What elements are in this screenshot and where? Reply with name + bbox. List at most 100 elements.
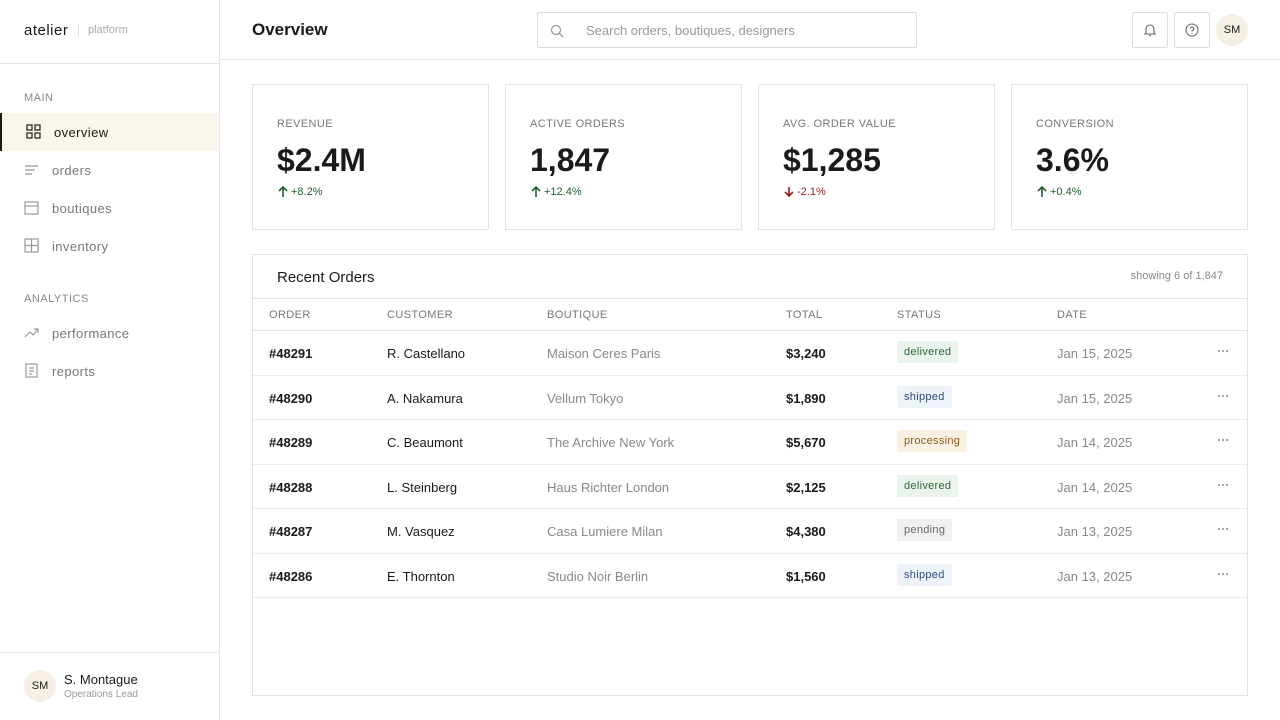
status-badge: delivered bbox=[897, 341, 959, 363]
cell: #48286 bbox=[269, 568, 313, 584]
user-role: Operations Lead bbox=[64, 689, 138, 700]
search-icon bbox=[550, 24, 564, 38]
trend-arrow bbox=[278, 186, 288, 197]
cell: #48288 bbox=[269, 479, 313, 495]
cell: Jan 13, 2025 bbox=[1057, 524, 1133, 539]
bell-icon bbox=[1143, 24, 1157, 37]
row-menu-button[interactable] bbox=[1217, 564, 1229, 579]
page-title: Overview bbox=[252, 20, 328, 39]
divider bbox=[0, 63, 219, 64]
status-badge: processing bbox=[897, 430, 968, 452]
cell: The Archive New York bbox=[547, 435, 675, 450]
more-icon bbox=[1218, 394, 1228, 397]
nav-item[interactable]: overview bbox=[0, 113, 219, 151]
order-row[interactable]: #48286 E. Thornton Studio Noir Berlin $1,56… bbox=[253, 554, 1247, 598]
kpi-label: ACTIVE ORDERS bbox=[530, 118, 626, 130]
cell: Vellum Tokyo bbox=[547, 390, 624, 406]
cell: L. Steinberg bbox=[387, 479, 458, 495]
cell: Jan 15, 2025 bbox=[1057, 390, 1133, 406]
table-count: showing 6 of 1,847 bbox=[1130, 270, 1223, 282]
cell: C. Beaumont bbox=[387, 435, 463, 450]
cell: R. Castellano bbox=[387, 346, 466, 361]
order-row[interactable]: #48287 M. Vasquez Casa Lumiere Milan $4,380… bbox=[253, 509, 1247, 554]
row-menu-button[interactable] bbox=[1217, 475, 1229, 490]
column-header: ORDER bbox=[269, 309, 311, 321]
cell: #48287 bbox=[269, 524, 313, 539]
cell: $3,240 bbox=[786, 346, 826, 361]
column-header: TOTAL bbox=[786, 309, 823, 321]
cell: Jan 13, 2025 bbox=[1057, 568, 1133, 584]
help-button[interactable] bbox=[1174, 12, 1210, 48]
order-row[interactable]: #48290 A. Nakamura Vellum Tokyo $1,890 shipp… bbox=[253, 376, 1247, 420]
nav-item[interactable]: reports bbox=[0, 352, 219, 390]
order-row[interactable]: #48291 R. Castellano Maison Ceres Paris $3,… bbox=[253, 331, 1247, 376]
divider bbox=[253, 330, 1247, 331]
orders-table: Recent Orders showing 6 of 1,847 ORDER CU… bbox=[252, 254, 1248, 696]
nav-item[interactable]: inventory bbox=[0, 227, 219, 265]
kpi-label: REVENUE bbox=[277, 118, 333, 130]
search-placeholder: Search orders, boutiques, designers bbox=[586, 23, 795, 38]
kpi-change: +8.2% bbox=[291, 186, 323, 198]
divider bbox=[253, 298, 1247, 299]
cell: $1,560 bbox=[786, 568, 826, 584]
kpi-card: ACTIVE ORDERS 1,847 +12.4% bbox=[505, 84, 742, 230]
row-menu-button[interactable] bbox=[1217, 386, 1229, 401]
order-row[interactable]: #48289 C. Beaumont The Archive New York $5,… bbox=[253, 420, 1247, 465]
cell: #48291 bbox=[269, 346, 313, 361]
kpi-value: 1,847 bbox=[530, 142, 611, 178]
nav-item[interactable]: performance bbox=[0, 314, 219, 352]
header-avatar[interactable]: SM bbox=[1216, 14, 1248, 46]
notifications-button[interactable] bbox=[1132, 12, 1168, 48]
table-title: Recent Orders bbox=[277, 269, 375, 286]
user-name: S. Montague bbox=[64, 672, 138, 687]
user-avatar: SM bbox=[24, 670, 56, 702]
nav-item[interactable]: boutiques bbox=[0, 189, 219, 227]
help-icon bbox=[1185, 23, 1199, 37]
kpi-change: -2.1% bbox=[797, 186, 826, 198]
cell: #48290 bbox=[269, 390, 313, 406]
cell: Maison Ceres Paris bbox=[547, 346, 661, 361]
more-icon bbox=[1218, 572, 1228, 575]
cell: $5,670 bbox=[786, 435, 826, 450]
row-menu-button[interactable] bbox=[1217, 341, 1229, 356]
nav-icon bbox=[25, 363, 38, 378]
column-header: BOUTIQUE bbox=[547, 309, 608, 321]
column-header: CUSTOMER bbox=[387, 309, 453, 321]
more-icon bbox=[1218, 528, 1228, 530]
trend-arrow bbox=[531, 186, 541, 197]
column-header: DATE bbox=[1057, 309, 1088, 321]
cell: Haus Richter London bbox=[547, 479, 670, 495]
order-row[interactable]: #48288 L. Steinberg Haus Richter London $2,… bbox=[253, 465, 1247, 509]
divider bbox=[0, 652, 219, 653]
cell: $1,890 bbox=[786, 390, 826, 406]
status-badge: shipped bbox=[897, 563, 952, 586]
cell: Studio Noir Berlin bbox=[547, 568, 649, 584]
status-badge: pending bbox=[897, 519, 953, 541]
brand: atelier bbox=[24, 22, 69, 39]
kpi-change: +12.4% bbox=[544, 186, 582, 198]
kpi-value: $1,285 bbox=[783, 142, 881, 178]
cell: Jan 14, 2025 bbox=[1057, 435, 1133, 450]
cell: E. Thornton bbox=[387, 568, 455, 584]
kpi-label: CONVERSION bbox=[1036, 118, 1114, 130]
row-menu-button[interactable] bbox=[1217, 430, 1229, 445]
nav-item[interactable]: orders bbox=[0, 151, 219, 189]
cell: $4,380 bbox=[786, 524, 826, 539]
kpi-label: AVG. ORDER VALUE bbox=[783, 118, 896, 130]
nav-section-label: MAIN bbox=[24, 92, 54, 104]
kpi-value: $2.4M bbox=[277, 142, 366, 178]
status-badge: delivered bbox=[897, 474, 959, 497]
cell: Jan 15, 2025 bbox=[1057, 346, 1133, 361]
nav-icon bbox=[24, 328, 39, 338]
row-menu-button[interactable] bbox=[1217, 519, 1229, 534]
sidebar: atelier platform SM S. Montague Operatio… bbox=[0, 0, 220, 720]
kpi-card: REVENUE $2.4M +8.2% bbox=[252, 84, 489, 230]
nav-icon bbox=[24, 201, 39, 215]
nav-icon bbox=[26, 124, 41, 139]
search-box[interactable]: Search orders, boutiques, designers bbox=[537, 12, 917, 48]
kpi-card: AVG. ORDER VALUE $1,285 -2.1% bbox=[758, 84, 995, 230]
header: Overview Search orders, boutiques, desig… bbox=[220, 0, 1280, 60]
status-badge: shipped bbox=[897, 385, 952, 408]
cell: M. Vasquez bbox=[387, 524, 455, 539]
